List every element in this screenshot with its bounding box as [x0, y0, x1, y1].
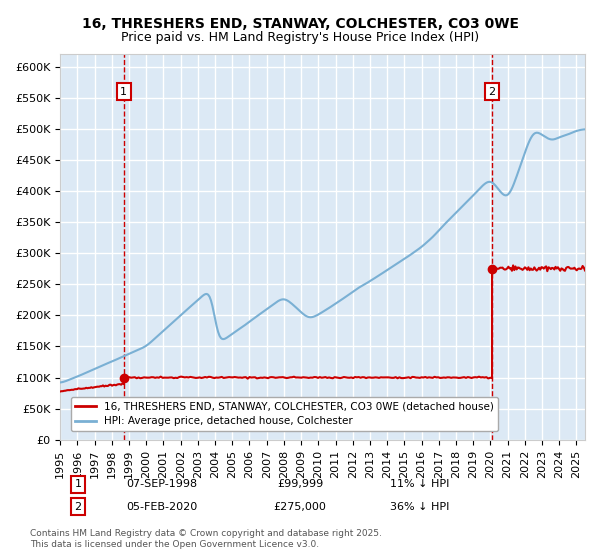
Text: 05-FEB-2020: 05-FEB-2020 [127, 502, 197, 512]
HPI: Average price, detached house, Colchester: (2e+03, 1.58e+05): Average price, detached house, Colcheste… [148, 338, 155, 345]
Text: 16, THRESHERS END, STANWAY, COLCHESTER, CO3 0WE: 16, THRESHERS END, STANWAY, COLCHESTER, … [82, 17, 518, 31]
HPI: Average price, detached house, Colchester: (2.02e+03, 4.24e+05): Average price, detached house, Colcheste… [513, 172, 520, 179]
HPI: Average price, detached house, Colchester: (2.03e+03, 4.99e+05): Average price, detached house, Colcheste… [581, 126, 589, 133]
Text: Price paid vs. HM Land Registry's House Price Index (HPI): Price paid vs. HM Land Registry's House … [121, 31, 479, 44]
Text: 1: 1 [120, 86, 127, 96]
Text: 11% ↓ HPI: 11% ↓ HPI [391, 479, 449, 489]
Text: 2: 2 [74, 502, 82, 512]
HPI: Average price, detached house, Colchester: (2.02e+03, 4.14e+05): Average price, detached house, Colcheste… [488, 179, 495, 185]
HPI: Average price, detached house, Colchester: (2.02e+03, 3.43e+05): Average price, detached house, Colcheste… [439, 223, 446, 230]
HPI: Average price, detached house, Colchester: (2.01e+03, 2.08e+05): Average price, detached house, Colcheste… [262, 307, 269, 314]
Legend: 16, THRESHERS END, STANWAY, COLCHESTER, CO3 0WE (detached house), HPI: Average p: 16, THRESHERS END, STANWAY, COLCHESTER, … [71, 397, 498, 431]
HPI: Average price, detached house, Colchester: (2.01e+03, 2.15e+05): Average price, detached house, Colcheste… [267, 303, 274, 310]
Text: 1: 1 [74, 479, 82, 489]
Text: Contains HM Land Registry data © Crown copyright and database right 2025.
This d: Contains HM Land Registry data © Crown c… [30, 529, 382, 549]
Text: 2: 2 [488, 86, 496, 96]
Text: 07-SEP-1998: 07-SEP-1998 [127, 479, 197, 489]
Text: £99,999: £99,999 [277, 479, 323, 489]
HPI: Average price, detached house, Colchester: (2e+03, 9.21e+04): Average price, detached house, Colcheste… [56, 379, 64, 386]
Text: 36% ↓ HPI: 36% ↓ HPI [391, 502, 449, 512]
Text: £275,000: £275,000 [274, 502, 326, 512]
Line: HPI: Average price, detached house, Colchester: HPI: Average price, detached house, Colc… [60, 129, 585, 382]
